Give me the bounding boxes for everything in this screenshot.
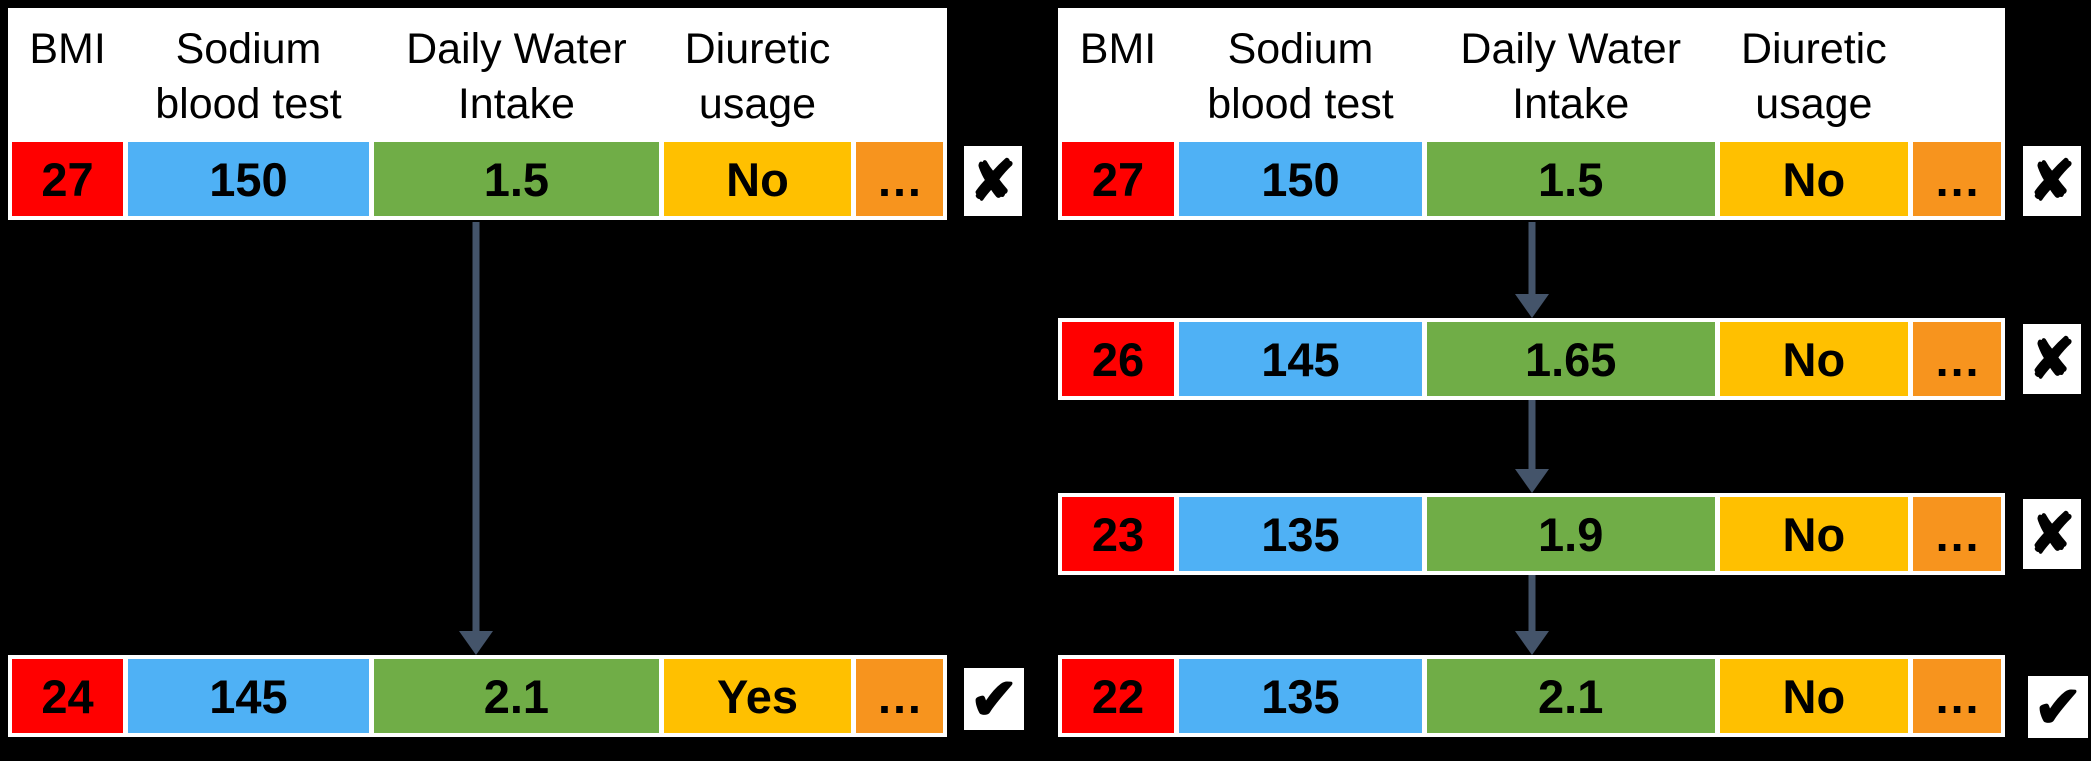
header-water: Daily Water Intake xyxy=(406,25,627,128)
down-arrow-icon xyxy=(1515,400,1549,493)
bmi-cell: 23 xyxy=(1062,497,1175,571)
header-sodium: Sodium blood test xyxy=(1207,25,1394,128)
left-row-initial: 27 150 1.5 No … xyxy=(12,142,944,216)
water-cell: 1.65 xyxy=(1426,322,1715,396)
bmi-cell: 27 xyxy=(1062,142,1175,216)
arrow-shaft xyxy=(1528,575,1536,635)
arrow-shaft xyxy=(1528,222,1536,298)
header-diuretic: Diuretic usage xyxy=(684,25,831,128)
sodium-cell: 145 xyxy=(1179,322,1422,396)
arrow-head xyxy=(459,631,493,655)
reject-mark-icon: ✘ xyxy=(964,146,1022,216)
water-cell: 1.5 xyxy=(373,142,659,216)
arrow-head xyxy=(1515,631,1549,655)
water-cell: 1.5 xyxy=(1426,142,1715,216)
reject-mark-icon: ✘ xyxy=(2023,324,2081,394)
down-arrow-icon xyxy=(459,222,493,655)
bmi-cell: 27 xyxy=(12,142,124,216)
right-row-2-frame: 26 145 1.65 No … xyxy=(1058,318,2005,400)
water-cell: 1.9 xyxy=(1426,497,1715,571)
header-more xyxy=(856,22,943,132)
right-row-1: 27 150 1.5 No … xyxy=(1062,142,2001,216)
more-cell: … xyxy=(1913,497,2001,571)
left-row-final: 24 145 2.1 Yes … xyxy=(12,659,944,733)
sodium-cell: 145 xyxy=(128,659,369,733)
left-final-row-frame: 24 145 2.1 Yes … xyxy=(8,655,947,737)
right-row-4: 22 135 2.1 No … xyxy=(1062,659,2001,733)
diuretic-cell: No xyxy=(1719,497,1909,571)
header-bmi: BMI xyxy=(29,25,106,73)
left-header-box: BMI Sodium blood test Daily Water Intake… xyxy=(8,8,947,220)
right-column-headers: BMI Sodium blood test Daily Water Intake… xyxy=(1062,8,2001,142)
sodium-cell: 135 xyxy=(1179,659,1422,733)
diuretic-cell: No xyxy=(1719,659,1909,733)
accept-mark-icon: ✔ xyxy=(964,667,1024,732)
right-row-4-frame: 22 135 2.1 No … xyxy=(1058,655,2005,737)
bmi-cell: 22 xyxy=(1062,659,1175,733)
left-column-headers: BMI Sodium blood test Daily Water Intake… xyxy=(12,8,943,142)
arrow-head xyxy=(1515,469,1549,493)
arrow-shaft xyxy=(472,222,480,635)
diuretic-cell: No xyxy=(663,142,851,216)
more-cell: … xyxy=(856,659,944,733)
bmi-cell: 24 xyxy=(12,659,124,733)
more-cell: … xyxy=(856,142,944,216)
reject-mark-icon: ✘ xyxy=(2023,146,2081,216)
more-cell: … xyxy=(1913,659,2001,733)
sodium-cell: 150 xyxy=(1179,142,1422,216)
header-more xyxy=(1913,22,2001,132)
down-arrow-icon xyxy=(1515,222,1549,318)
water-cell: 2.1 xyxy=(1426,659,1715,733)
water-cell: 2.1 xyxy=(373,659,659,733)
sodium-cell: 135 xyxy=(1179,497,1422,571)
down-arrow-icon xyxy=(1515,575,1549,655)
header-diuretic: Diuretic usage xyxy=(1740,25,1887,128)
bmi-cell: 26 xyxy=(1062,322,1175,396)
diuretic-cell: No xyxy=(1719,322,1909,396)
accept-mark-icon: ✔ xyxy=(2028,675,2088,740)
more-cell: … xyxy=(1913,142,2001,216)
right-row-3-frame: 23 135 1.9 No … xyxy=(1058,493,2005,575)
diuretic-cell: Yes xyxy=(663,659,851,733)
right-header-box: BMI Sodium blood test Daily Water Intake… xyxy=(1058,8,2005,220)
arrow-head xyxy=(1515,294,1549,318)
reject-mark-icon: ✘ xyxy=(2023,499,2081,569)
header-sodium: Sodium blood test xyxy=(155,25,342,128)
sodium-cell: 150 xyxy=(128,142,369,216)
header-bmi: BMI xyxy=(1079,25,1157,73)
arrow-shaft xyxy=(1528,400,1536,473)
more-cell: … xyxy=(1913,322,2001,396)
header-water: Daily Water Intake xyxy=(1460,25,1682,128)
diuretic-cell: No xyxy=(1719,142,1909,216)
right-row-2: 26 145 1.65 No … xyxy=(1062,322,2001,396)
right-row-3: 23 135 1.9 No … xyxy=(1062,497,2001,571)
